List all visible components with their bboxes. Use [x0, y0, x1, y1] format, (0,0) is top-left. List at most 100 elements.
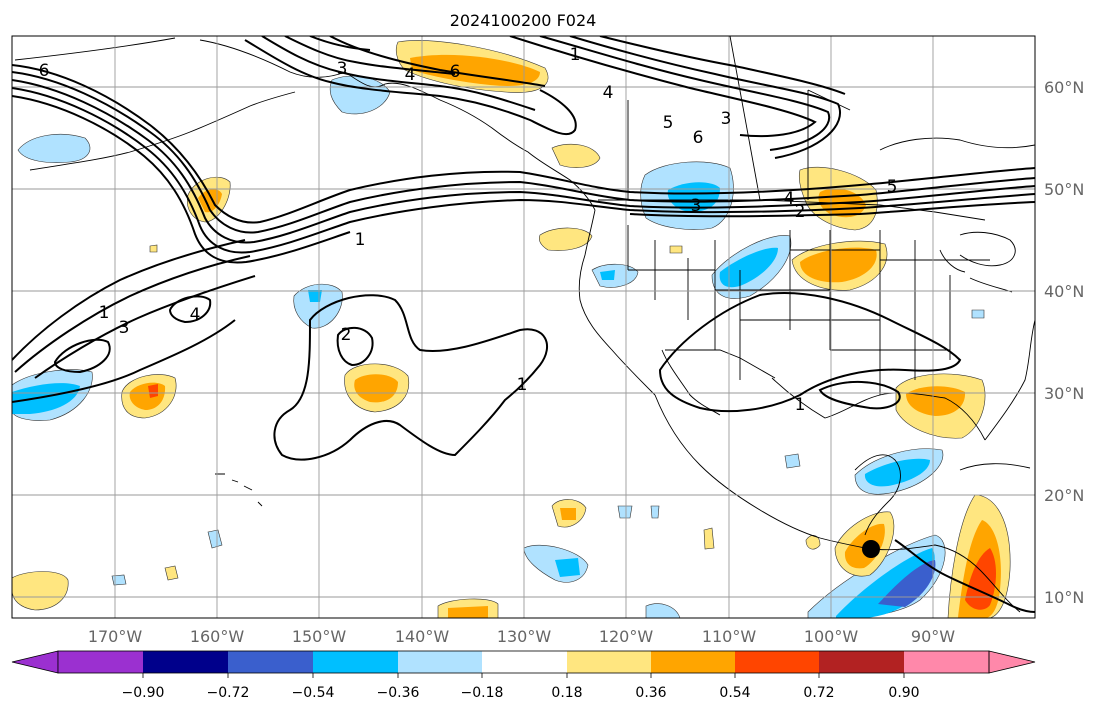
- contour-label: 6: [693, 128, 704, 148]
- figure-title: 2024100200 F024: [450, 11, 597, 30]
- colorbar-tick-label: 0.90: [888, 685, 919, 701]
- contour-line: [53, 338, 111, 374]
- contour-label: 4: [190, 305, 201, 325]
- contour-label: 1: [355, 230, 366, 250]
- contour-labels: 6 3 4 6 1 4 5 3 6 3 4 5 2 1 1 3 4 2 1 1: [39, 45, 898, 415]
- negative-anomaly-region: [111, 574, 127, 586]
- contour-label: 3: [119, 318, 130, 338]
- colorbar-tick-label: 0.36: [635, 685, 666, 701]
- lon-label: 170°W: [88, 627, 143, 646]
- negative-anomaly-region: [207, 529, 223, 549]
- contour-label: 1: [517, 375, 528, 395]
- colorbar-right-extension: [988, 650, 1036, 674]
- contour-label: 2: [795, 202, 806, 222]
- negative-anomaly-region: [784, 453, 801, 469]
- longitude-labels: 170°W 160°W 150°W 140°W 130°W 120°W 110°…: [88, 627, 955, 646]
- lon-label: 110°W: [702, 627, 757, 646]
- positive-anomaly-region: [906, 386, 966, 416]
- lon-label: 150°W: [292, 627, 347, 646]
- negative-anomaly-region: [971, 309, 985, 319]
- contour-label: 4: [784, 189, 795, 209]
- colorbar-frame: [57, 650, 990, 674]
- colorbar-tick-label: −0.36: [377, 685, 420, 701]
- positive-anomaly-region: [560, 508, 576, 520]
- contour-line: [12, 79, 1035, 244]
- border: [627, 36, 851, 201]
- contour-line: [539, 36, 831, 151]
- colorbar-tick-label: −0.18: [461, 685, 504, 701]
- grid-lines: [12, 36, 1035, 618]
- contour-line: [658, 292, 962, 413]
- colorbar-bin: [735, 651, 819, 673]
- colorbar-tick-label: −0.72: [207, 685, 250, 701]
- negative-anomaly-region: [650, 505, 660, 519]
- contour-line: [818, 381, 901, 410]
- positive-anomaly-region: [551, 143, 601, 168]
- negative-anomaly-region: [12, 383, 80, 414]
- positive-anomaly-region: [448, 606, 488, 618]
- contour-label: 4: [405, 65, 416, 85]
- coastline: [578, 209, 656, 396]
- contour-line: [509, 36, 817, 138]
- contour-line: [12, 71, 1035, 234]
- colorbar-bin: [58, 651, 143, 673]
- coastline: [959, 231, 1016, 267]
- positive-anomaly-region: [148, 384, 158, 398]
- colorbar-bin: [228, 651, 313, 673]
- positive-anomaly-region: [354, 374, 398, 403]
- negative-anomaly-region: [667, 182, 720, 212]
- lon-label: 160°W: [190, 627, 245, 646]
- colorbar-tick-label: 0.18: [551, 685, 582, 701]
- coastline: [984, 319, 1035, 441]
- negative-anomaly-region: [17, 133, 91, 163]
- coastline: [959, 463, 1031, 471]
- contour-label: 1: [570, 45, 581, 65]
- positive-anomaly-region: [538, 227, 593, 251]
- contour-line: [168, 295, 212, 324]
- colorbar-bin: [313, 651, 398, 673]
- lat-label: 10°N: [1044, 588, 1084, 607]
- latitude-labels: 60°N 50°N 40°N 30°N 20°N 10°N: [1044, 78, 1084, 607]
- colorbar-bin: [398, 651, 482, 673]
- negative-anomaly-region: [878, 560, 936, 607]
- contour-label: 2: [341, 325, 352, 345]
- storm-center-marker: [862, 540, 880, 558]
- contour-line: [599, 36, 846, 95]
- border: [598, 199, 986, 221]
- contour-line: [261, 36, 536, 111]
- positive-anomaly-region: [410, 54, 540, 86]
- coastlines-and-borders: [14, 36, 1035, 613]
- contour-line: [34, 275, 256, 379]
- positive-anomaly-region: [800, 247, 877, 283]
- negative-anomaly-region: [591, 263, 639, 288]
- contour-line: [12, 319, 236, 403]
- colorbar-left-extension: [11, 650, 59, 674]
- colorbar-bin: [904, 651, 989, 673]
- contour-line: [12, 239, 246, 361]
- positive-anomaly-region: [805, 535, 821, 550]
- positive-anomaly-region: [12, 571, 69, 611]
- negative-anomaly-region: [617, 505, 633, 519]
- contour-label: 1: [795, 395, 806, 415]
- colorbar-tick-label: 0.54: [719, 685, 750, 701]
- border: [665, 349, 776, 379]
- contour-line: [12, 95, 1035, 264]
- lat-label: 40°N: [1044, 282, 1084, 301]
- contour-line: [336, 326, 374, 367]
- lat-label: 30°N: [1044, 384, 1084, 403]
- negative-anomaly-region: [600, 270, 615, 280]
- negative-anomaly-region: [308, 290, 322, 302]
- positive-anomaly-region: [669, 245, 683, 254]
- coastline: [864, 544, 1021, 613]
- lat-label: 50°N: [1044, 180, 1084, 199]
- coastline: [879, 137, 1035, 151]
- contour-line: [284, 36, 456, 75]
- contour-label: 5: [887, 177, 898, 197]
- lat-label: 20°N: [1044, 486, 1084, 505]
- coastline: [29, 91, 296, 171]
- contour-label: 3: [337, 59, 348, 79]
- colorbar: −0.90 −0.72 −0.54 −0.36 −0.18 0.18 0.36 …: [11, 650, 1036, 701]
- contour-line: [12, 87, 1035, 254]
- colorbar-bin: [567, 651, 651, 673]
- negative-anomaly-region: [864, 458, 930, 487]
